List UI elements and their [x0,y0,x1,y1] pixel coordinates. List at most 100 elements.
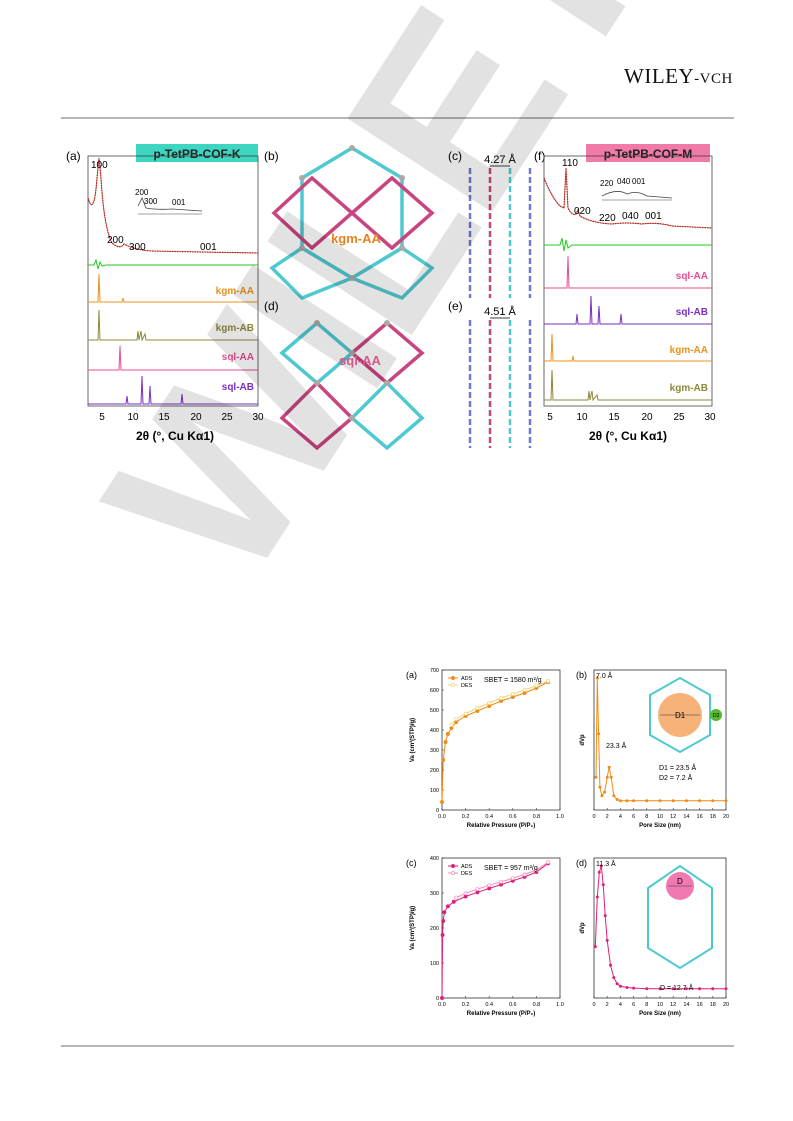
svg-text:5: 5 [547,412,553,423]
psd-b-peak-2: 23.3 Å [606,741,627,750]
panel-e-label: (e) [448,299,463,313]
panel-a-peak-001: 001 [200,242,217,253]
psd-d-label: (d) [576,858,587,868]
psd-d-xtick-label: 20 [723,1002,729,1008]
svg-text:sql-AA: sql-AA [222,352,254,363]
kgm-aa-label: kgm-AA [331,231,381,246]
psd-b-point [612,794,616,798]
svg-text:sql-AA: sql-AA [676,271,708,282]
sorption-c-point-ads [451,899,456,904]
sorption-a-ytick-label: 500 [430,708,439,714]
sorption-a-point-des [449,723,454,727]
sorption-c-point-des [475,887,480,892]
svg-text:kgm-AA: kgm-AA [216,286,254,297]
sorption-c-ytick-label: 400 [430,856,439,862]
panel-a-trace-sql-aa: sql-AA [88,345,258,371]
sorption-figure: (a) 0.0 0.2 0.4 0.6 0.8 1.0 Relative Pressure (… [406,668,729,1017]
psd-b-point [598,785,602,789]
psd-b-point [671,799,675,803]
sorption-a-point-des [522,688,527,692]
psd-b-point [603,790,607,794]
panel-a-label: (a) [66,149,81,163]
sorption-a-legend-marker [451,683,455,687]
psd-d-note-d: D = 12.7 Å [660,983,694,992]
sorption-c-xtick-label: 1.0 [556,1002,564,1008]
panel-d-label: (d) [264,299,279,313]
psd-d-point [711,987,715,991]
panel-c-label: (c) [448,149,462,163]
svg-text:10: 10 [576,412,588,423]
psd-d-point [618,984,622,988]
psd-d-point [698,987,702,991]
sorption-a-point-des [454,717,459,721]
psd-b-inset-d2: D2 [713,713,720,719]
sorption-a-ylabel: Va (cm³(STP)/g) [409,718,416,762]
svg-text:sql-AB: sql-AB [222,382,254,393]
psd-d-point [595,895,599,899]
svg-text:300: 300 [144,197,158,206]
psd-d-point [609,963,612,967]
sorption-c-ytick-label: 300 [430,891,439,897]
panel-a-xticks: 5 10 15 20 25 30 [99,412,264,423]
psd-b-point [658,799,662,803]
svg-text:kgm-AB: kgm-AB [216,323,254,334]
panel-a-title: p-TetPB-COF-K [153,147,240,161]
svg-text:30: 30 [704,412,716,423]
sorption-a-point-ads [443,740,448,744]
stacking-e-spacing: 4.51 Å [484,305,516,318]
sorption-a-point-des [510,692,515,696]
svg-text:001: 001 [632,177,646,186]
sorption-c-xtick-label: 0.2 [462,1002,470,1008]
psd-d-xtick-label: 12 [670,1002,676,1008]
svg-text:25: 25 [221,412,233,423]
sorption-a-point-des [499,696,503,700]
psd-d-inset-frame [647,864,713,970]
sorption-a-point-ads [445,732,450,736]
panel-f-peak-020: 020 [574,206,591,217]
psd-d-xtick-label: 4 [619,1002,622,1008]
sorption-a-legend-des: DES [461,683,473,689]
sorption-a-point-des [487,701,492,705]
panel-a-trace-sql-ab: sql-AB [88,375,258,405]
sorption-a-point-des [534,683,539,688]
psd-d-point [597,870,601,874]
sorption-a-sbet: SBET = 1580 m²/g [484,677,542,684]
panel-f-peak-220: 220 [599,213,616,224]
psd-b-point [632,799,636,803]
sorption-c-legend-des: DES [461,871,473,877]
sorption-c-point-des [522,872,527,877]
sorption-a-xtick-label: 0.2 [462,814,470,820]
svg-text:25: 25 [673,412,685,423]
psd-d-point [615,982,619,986]
psd-d-xlabel: Pore Size (nm) [639,1011,681,1017]
panel-f-peak-110: 110 [562,158,578,169]
svg-text:30: 30 [252,412,264,423]
psd-d-point [671,987,675,991]
panel-a-xlabel: 2θ (°, Cu Kα1) [136,429,214,443]
psd-d-peak-1: 11.3 Å [596,859,616,868]
psd-d-point [658,987,662,991]
xrd-figure: (a) p-TetPB-COF-K 100 200 300 001 200 30… [66,144,716,451]
panel-f-peak-001: 001 [645,211,662,222]
psd-b-xtick-label: 10 [657,814,663,820]
sorption-a-point-ads [440,800,444,804]
sorption-c-point-ads [445,904,450,909]
sorption-c-xtick-label: 0.8 [533,1002,541,1008]
psd-b-point [600,794,604,798]
psd-b-point [724,799,728,803]
svg-text:200: 200 [135,188,149,197]
sorption-c-legend-marker [451,871,455,875]
sorption-a-xtick-label: 1.0 [556,814,564,820]
psd-b-xtick-label: 14 [683,814,689,820]
sorption-a-line-des [451,680,549,726]
panel-a-trace-kgm-aa: kgm-AA [88,273,258,303]
svg-text:15: 15 [158,412,170,423]
sorption-c-xlabel: Relative Pressure (P/P₀) [467,1011,535,1017]
sorption-c-point-des [454,895,459,900]
panel-a-peak-300: 300 [129,242,146,253]
sorption-c-point-ads [442,910,447,915]
sorption-c-point-ads [475,890,480,895]
stacking-c [468,168,532,298]
psd-b-xtick-label: 0 [592,814,595,820]
sorption-c-point-des [463,891,468,896]
